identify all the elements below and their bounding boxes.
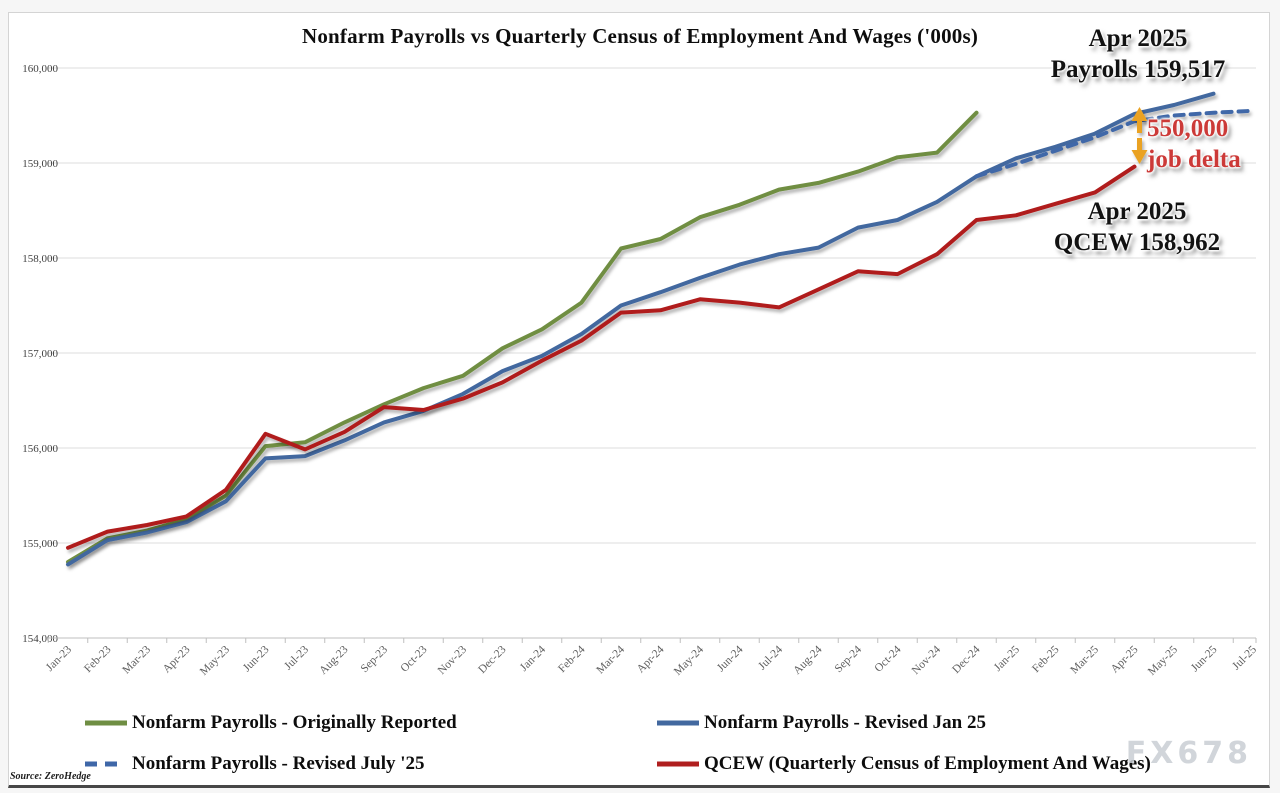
x-tick-label: Jun-25 — [1189, 643, 1220, 674]
arrow-up-icon — [1131, 107, 1148, 133]
legend-item-green: Nonfarm Payrolls - Originally Reported — [83, 712, 457, 734]
x-tick-label: Feb-25 — [1030, 643, 1062, 675]
gridlines: 160,000 159,000 158,000 157,000 156,000 155,0… — [22, 63, 1256, 645]
y-tick-label: 156,000 — [22, 443, 58, 455]
series-line-green — [66, 110, 979, 564]
chart-card — [8, 12, 1270, 788]
x-tick-label: Jul-25 — [1230, 643, 1259, 672]
x-tick-label: Apr-25 — [1109, 643, 1141, 675]
x-tick-label: Feb-23 — [82, 643, 114, 675]
legend-item-red: QCEW (Quarterly Census of Employment And… — [655, 753, 1151, 775]
x-tick-label: Jul-23 — [282, 643, 311, 672]
x-tick-label: Jun-23 — [241, 643, 272, 674]
series-line-red — [66, 164, 1137, 550]
annotation-job-delta: 550,000 job delta — [1147, 114, 1277, 175]
legend-item-blue_solid: Nonfarm Payrolls - Revised Jan 25 — [655, 712, 986, 734]
x-tick-label: May-23 — [198, 643, 232, 677]
y-tick-label: 160,000 — [22, 63, 58, 75]
source-note: Source: ZeroHedge — [10, 771, 91, 782]
x-tick-label: Apr-24 — [635, 643, 667, 675]
x-tick-label: Dec-23 — [476, 643, 509, 676]
x-tick-label: Mar-23 — [120, 643, 153, 676]
x-tick-label: Jan-23 — [44, 643, 74, 673]
x-tick-label: May-25 — [1146, 643, 1180, 677]
x-tick-label: Mar-24 — [594, 643, 627, 676]
legend-label: QCEW (Quarterly Census of Employment And… — [704, 753, 1151, 774]
y-tick-label: 158,000 — [22, 253, 58, 265]
annotation-qcew: Apr 2025 QCEW 158,962 — [1030, 197, 1244, 258]
annotation-payrolls: Apr 2025 Payrolls 159,517 — [1038, 24, 1238, 85]
legend-item-blue_dashed: Nonfarm Payrolls - Revised July '25 — [83, 753, 425, 775]
line-chart-plot: 160,000 159,000 158,000 157,000 156,000 155,0… — [22, 63, 1259, 678]
x-tick-label: Jan-24 — [518, 643, 548, 673]
x-tick-label: Aug-23 — [317, 643, 351, 677]
x-tick-label: Oct-23 — [399, 643, 430, 674]
annotation-qcew-line2: QCEW 158,962 — [1053, 228, 1221, 256]
legend-swatch-red — [657, 761, 699, 767]
x-tick-label: Apr-23 — [161, 643, 193, 675]
annotation-payrolls-line2: Payrolls 159,517 — [1050, 55, 1226, 83]
y-tick-label: 155,000 — [22, 538, 58, 550]
series-line-blue_dashed — [974, 108, 1255, 179]
arrow-down-icon — [1131, 138, 1148, 164]
legend-swatch-green — [85, 720, 127, 726]
y-tick-label: 159,000 — [22, 158, 58, 170]
x-tick-label: Aug-24 — [791, 643, 825, 677]
y-tick-label: 157,000 — [22, 348, 58, 360]
watermark-fx678: FX678 — [1125, 736, 1252, 771]
x-tick-label: Mar-25 — [1068, 643, 1101, 676]
legend-swatch-blue_dashed — [85, 761, 123, 767]
legend-swatch-blue_solid — [657, 720, 699, 726]
delta-arrow — [1131, 107, 1148, 164]
y-tick-label: 154,000 — [22, 633, 58, 645]
legend-label: Nonfarm Payrolls - Revised July '25 — [132, 753, 425, 774]
series-line-blue_solid — [66, 91, 1216, 567]
x-tick-label: May-24 — [672, 643, 706, 677]
series-lines — [66, 91, 1255, 567]
x-tick-label: Dec-24 — [950, 643, 983, 676]
x-tick-label: Sep-24 — [833, 643, 865, 675]
chart-title: Nonfarm Payrolls vs Quarterly Census of … — [301, 24, 979, 48]
x-tick-label: Jan-25 — [992, 643, 1022, 673]
x-tick-label: Nov-24 — [910, 643, 944, 677]
legend-label: Nonfarm Payrolls - Revised Jan 25 — [704, 712, 986, 733]
x-axis: Jan-23 Feb-23 Mar-23 Apr-23 May-23 Jun-23 Jul-… — [44, 637, 1259, 678]
legend-label: Nonfarm Payrolls - Originally Reported — [132, 712, 457, 733]
x-tick-label: Feb-24 — [556, 643, 588, 675]
x-tick-label: Sep-23 — [359, 643, 391, 675]
annotation-delta-line2: job delta — [1147, 145, 1241, 173]
x-tick-label: Jun-24 — [715, 643, 746, 674]
x-tick-label: Oct-24 — [873, 643, 904, 674]
annotation-qcew-line1: Apr 2025 — [1087, 198, 1187, 225]
x-tick-label: Nov-23 — [436, 643, 470, 677]
annotation-delta-line1: 550,000 — [1147, 115, 1229, 142]
x-tick-label: Jul-24 — [756, 643, 785, 672]
annotation-payrolls-line1: Apr 2025 — [1088, 25, 1188, 52]
